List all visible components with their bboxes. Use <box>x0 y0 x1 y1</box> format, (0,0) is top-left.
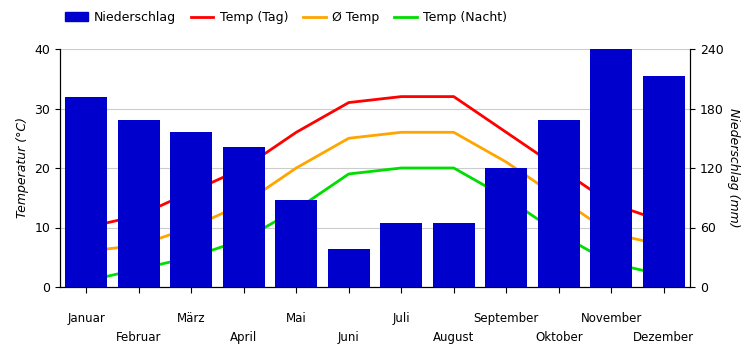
Legend: Niederschlag, Temp (Tag), Ø Temp, Temp (Nacht): Niederschlag, Temp (Tag), Ø Temp, Temp (… <box>60 6 512 29</box>
Bar <box>485 168 527 287</box>
Bar <box>170 132 212 287</box>
Text: August: August <box>433 331 475 344</box>
Text: April: April <box>230 331 257 344</box>
Text: Dezember: Dezember <box>633 331 694 344</box>
Bar <box>223 147 265 287</box>
Y-axis label: Temperatur (°C): Temperatur (°C) <box>16 118 28 218</box>
Bar <box>275 200 317 287</box>
Bar <box>118 120 160 287</box>
Text: Oktober: Oktober <box>535 331 583 344</box>
Bar <box>65 97 107 287</box>
Text: Februar: Februar <box>116 331 161 344</box>
Bar <box>643 76 685 287</box>
Bar <box>380 223 422 287</box>
Text: Juli: Juli <box>392 312 410 325</box>
Bar <box>538 120 580 287</box>
Text: Juni: Juni <box>338 331 360 344</box>
Text: November: November <box>580 312 642 325</box>
Text: Januar: Januar <box>68 312 105 325</box>
Bar <box>433 223 475 287</box>
Bar <box>328 249 370 287</box>
Text: September: September <box>473 312 539 325</box>
Y-axis label: Niederschlag (mm): Niederschlag (mm) <box>728 108 740 228</box>
Text: März: März <box>177 312 206 325</box>
Bar <box>590 49 632 287</box>
Text: Mai: Mai <box>286 312 307 325</box>
